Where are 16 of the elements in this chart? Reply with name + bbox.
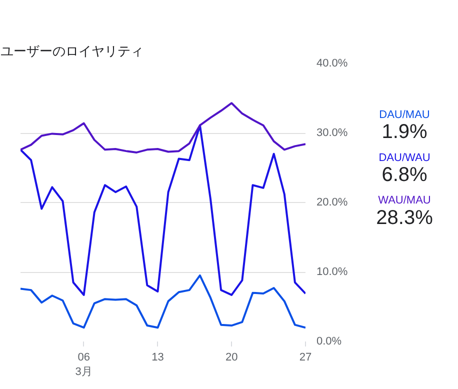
chart-title: ユーザーのロイヤリティ — [0, 44, 144, 58]
x-tick-label: 13 — [152, 352, 164, 364]
y-tick-label: 20.0% — [316, 196, 348, 208]
text: 1.9% — [382, 121, 428, 144]
y-tick-label: 40.0% — [316, 58, 348, 70]
x-tick-label: 06 3月 — [75, 352, 92, 378]
text: 28.3% — [376, 206, 434, 229]
text: 6.8% — [382, 164, 428, 186]
y-tick-label: 30.0% — [316, 127, 348, 139]
text: DAU/WAU — [378, 152, 430, 164]
x-tick-label: 27 — [299, 352, 312, 364]
y-tick-label: 10.0% — [316, 266, 348, 278]
text: DAU/MAU — [379, 108, 430, 121]
text: WAU/MAU — [378, 194, 431, 207]
x-tick-label: 20 — [225, 352, 238, 364]
y-tick-label: 0.0% — [316, 336, 342, 348]
